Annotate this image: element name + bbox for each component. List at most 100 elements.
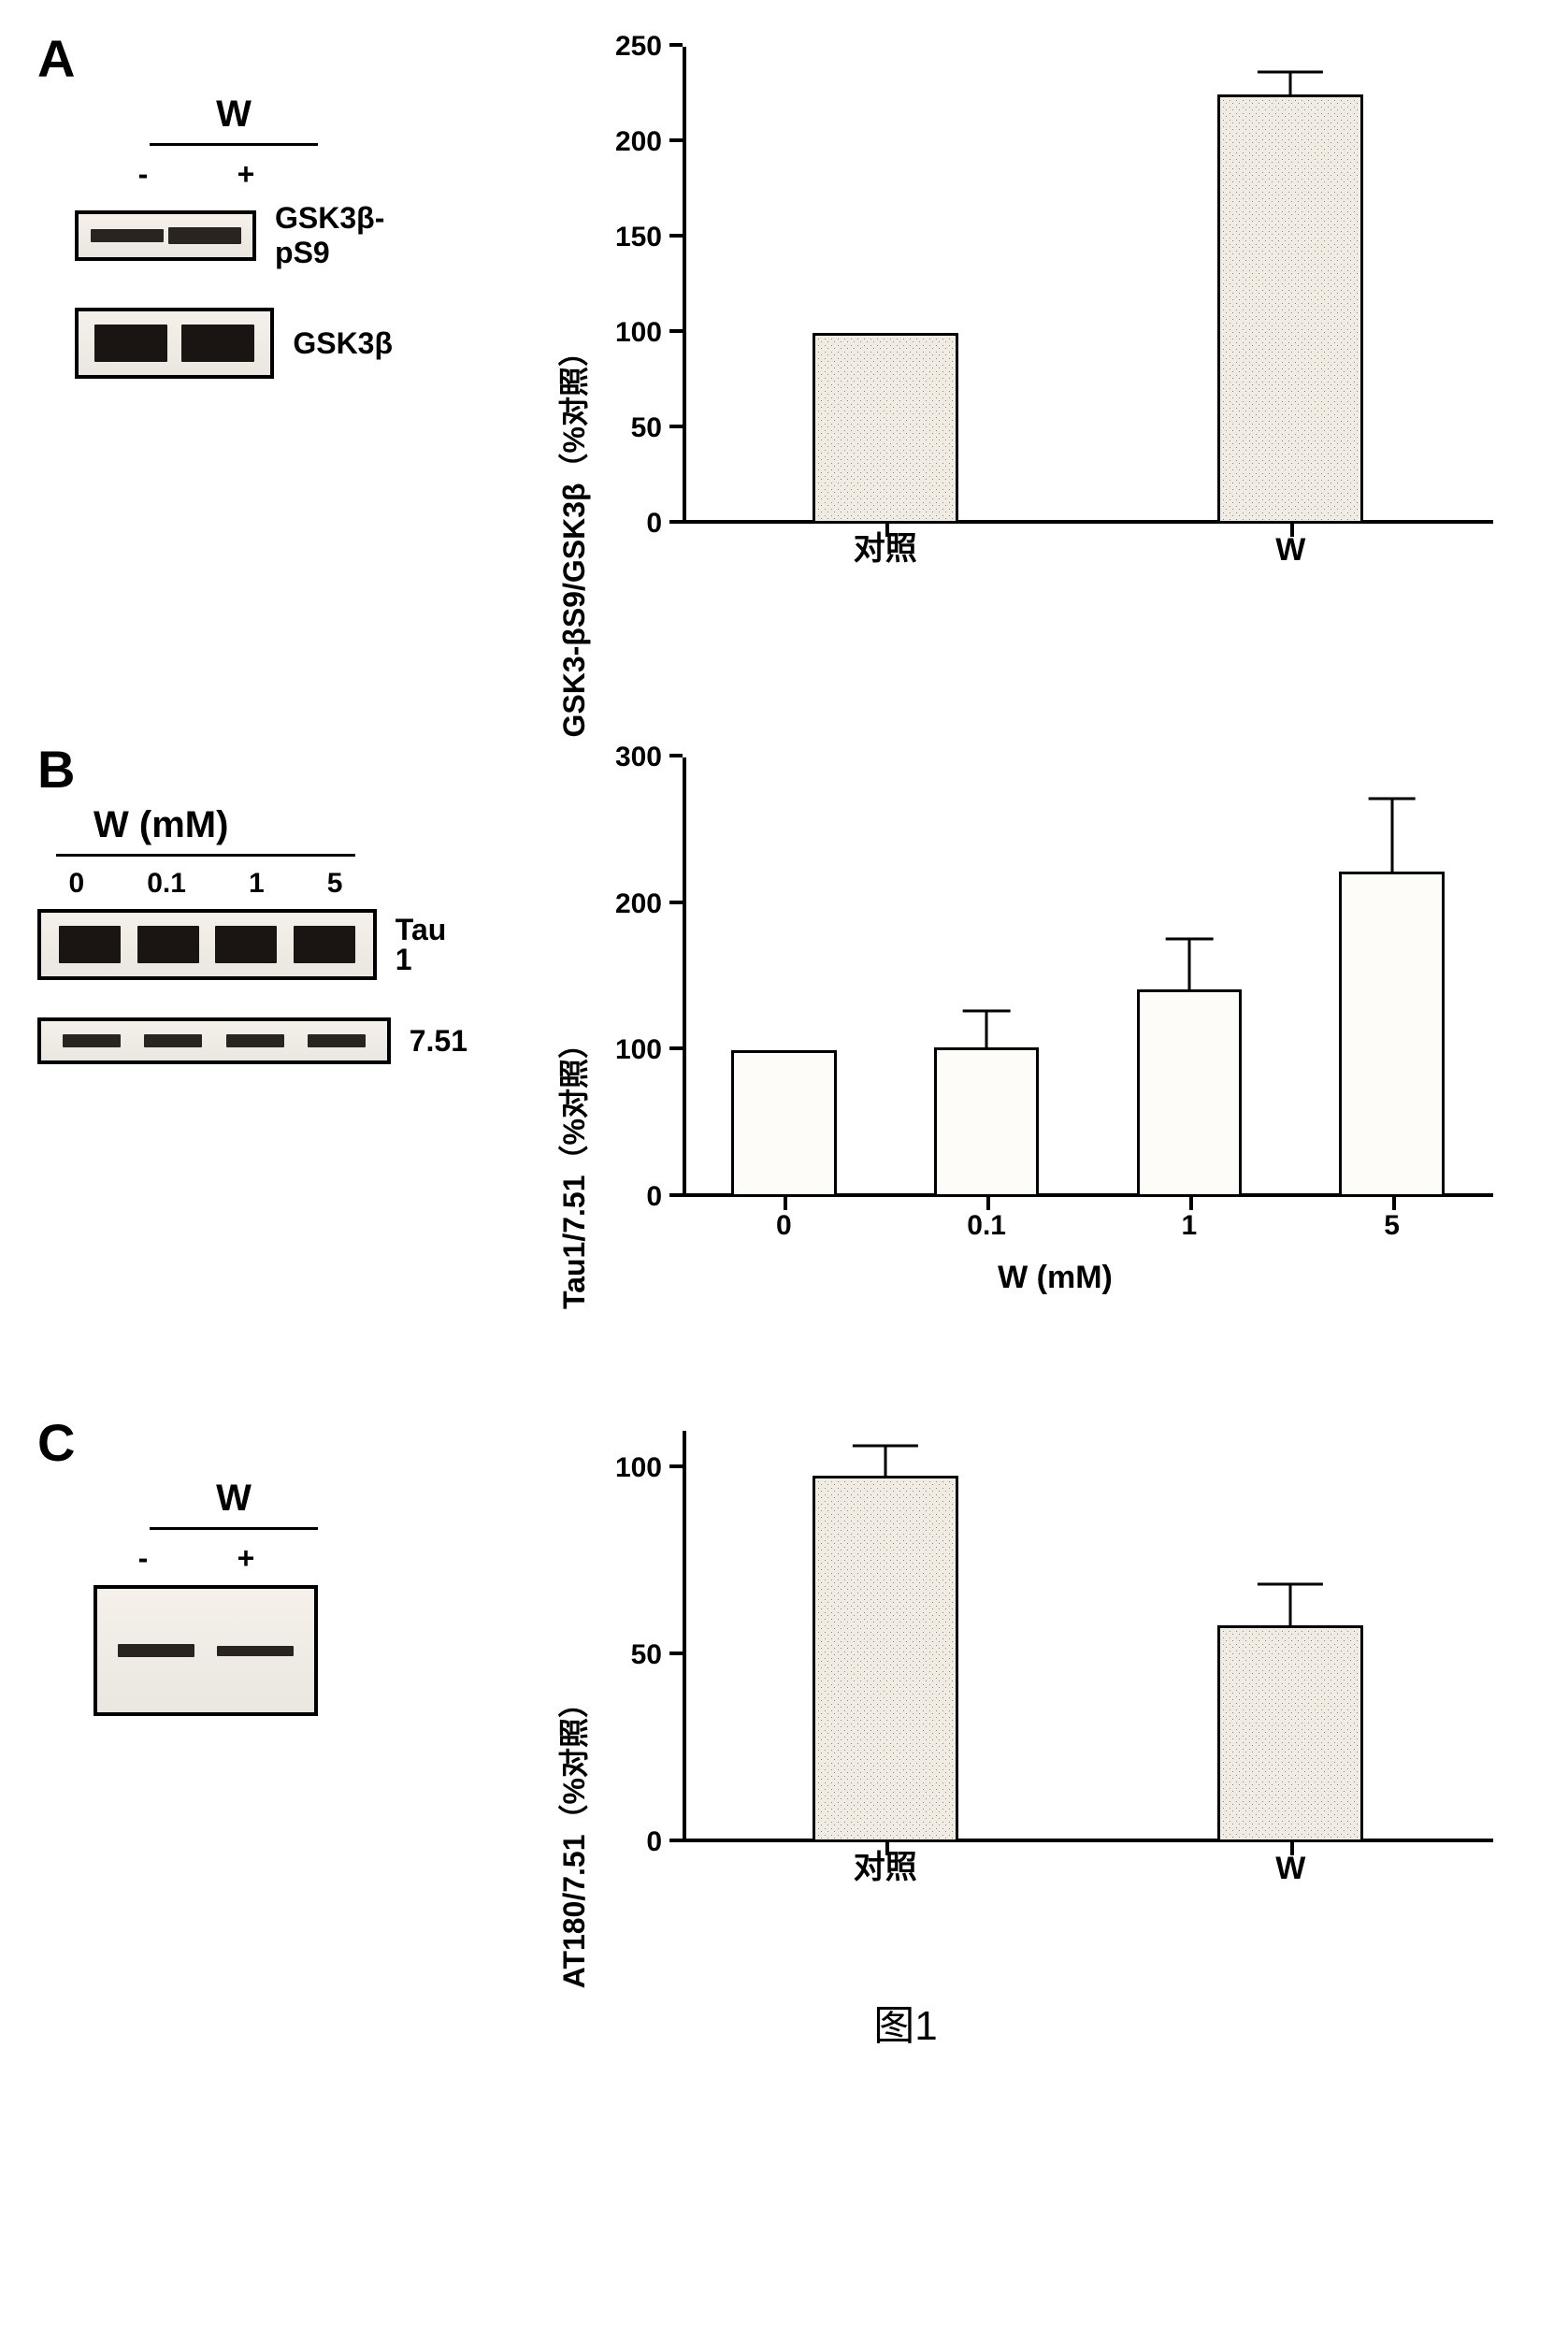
panel-b-header-line <box>56 854 355 857</box>
y-tick-label: 0 <box>646 1181 662 1213</box>
error-bar <box>985 1011 988 1047</box>
bar <box>813 1476 958 1842</box>
chart-b-xlabel: W (mM) <box>998 1260 1113 1296</box>
y-tick-label: 250 <box>615 31 662 63</box>
error-bar <box>884 1446 886 1476</box>
y-axis <box>683 1431 686 1842</box>
panel-a: A W - + GSK3β-pS9 GSK3β <box>37 37 1531 636</box>
panel-b-chart: Tau1/7.51（%对照） 010020030000.115 W (mM) <box>580 748 1531 1309</box>
panel-a-label: A <box>37 28 75 89</box>
error-cap <box>1368 797 1416 800</box>
lane-label: 0.1 <box>147 868 186 900</box>
x-tick-label: 0 <box>776 1210 792 1242</box>
band <box>144 1034 202 1047</box>
panel-c-right: AT180/7.51（%对照） 050100对照W <box>580 1421 1531 1954</box>
panel-a-header-line <box>150 143 318 146</box>
error-cap <box>963 1010 1011 1013</box>
band <box>137 926 199 963</box>
x-axis <box>683 1839 1493 1842</box>
blot-image <box>94 1585 318 1716</box>
chart-a-frame: 050100150200250对照W <box>683 47 1493 524</box>
error-bar <box>1289 1584 1292 1625</box>
band <box>94 325 167 362</box>
blot-image <box>37 1017 391 1064</box>
bar <box>1217 94 1363 524</box>
y-tick <box>669 754 683 757</box>
blot-row-gsk3b-ps9: GSK3β-pS9 <box>75 201 393 270</box>
lane-label: 0 <box>69 868 85 900</box>
y-tick <box>669 520 683 524</box>
y-tick-label: 200 <box>615 888 662 920</box>
panel-b-left: B W (mM) 0 0.1 1 5 Tau 1 <box>37 748 524 1102</box>
bar <box>1339 872 1445 1197</box>
panel-a-blot-header: W <box>75 94 393 136</box>
y-tick <box>669 901 683 904</box>
x-tick <box>885 1842 889 1855</box>
panel-c-lane-labels: - + <box>94 1541 299 1576</box>
panel-c-label: C <box>37 1412 75 1473</box>
y-tick-label: 100 <box>615 1452 662 1484</box>
chart-b-ylabel: Tau1/7.51（%对照） <box>551 1029 594 1309</box>
error-bar <box>1390 799 1393 872</box>
band <box>226 1034 284 1047</box>
y-tick-label: 0 <box>646 508 662 540</box>
y-tick <box>669 1193 683 1197</box>
band <box>181 325 254 362</box>
y-tick <box>669 1046 683 1050</box>
panel-a-right: GSK3-βS9/GSK3β（%对照） 050100150200250对照W <box>580 37 1531 636</box>
lane-label: + <box>237 157 255 192</box>
panel-b-lane-labels: 0 0.1 1 5 <box>37 868 374 900</box>
bar <box>934 1047 1040 1197</box>
band <box>294 926 355 963</box>
y-tick <box>669 138 683 142</box>
y-tick <box>669 1464 683 1468</box>
x-tick <box>1290 524 1294 537</box>
chart-c-ylabel: AT180/7.51（%对照） <box>551 1688 594 1988</box>
panel-c-blots: W - + <box>94 1478 374 1716</box>
blot-name-tau1: Tau 1 <box>396 915 468 974</box>
panel-b-right: Tau1/7.51（%对照） 010020030000.115 W (mM) <box>580 748 1531 1309</box>
lane-label: - <box>138 1541 149 1576</box>
y-tick <box>669 329 683 333</box>
y-tick-label: 0 <box>646 1826 662 1858</box>
band <box>118 1644 194 1657</box>
lane-label: - <box>138 157 149 192</box>
x-tick <box>986 1197 990 1210</box>
error-cap <box>853 1445 918 1448</box>
blot-row-751: 7.51 <box>37 1017 468 1064</box>
bar <box>813 333 958 524</box>
x-tick-label: 1 <box>1182 1210 1198 1242</box>
x-tick-label: 0.1 <box>967 1210 1006 1242</box>
blot-row-gsk3b: GSK3β <box>75 308 393 379</box>
blot-name-gsk3b: GSK3β <box>293 326 393 361</box>
y-tick-label: 100 <box>615 317 662 349</box>
panel-c-left: C W - + <box>37 1421 524 1753</box>
x-axis <box>683 520 1493 524</box>
y-tick <box>669 1651 683 1655</box>
y-tick-label: 300 <box>615 742 662 773</box>
x-tick <box>784 1197 787 1210</box>
panel-b-blot-header: W (mM) <box>94 804 468 846</box>
error-bar <box>1289 72 1292 94</box>
lane-label: 1 <box>249 868 265 900</box>
x-tick-label: W <box>1275 532 1305 569</box>
y-tick <box>669 43 683 47</box>
panel-c-chart: AT180/7.51（%对照） 050100对照W <box>580 1421 1531 1954</box>
panel-c-header-line <box>150 1527 318 1530</box>
blot-name-gsk3b-ps9: GSK3β-pS9 <box>275 201 393 270</box>
y-axis <box>683 757 686 1197</box>
x-tick-label: 5 <box>1384 1210 1400 1242</box>
blot-image <box>37 909 377 980</box>
band <box>59 926 121 963</box>
panel-b-label: B <box>37 739 75 800</box>
panel-c-blot-header: W <box>94 1478 374 1520</box>
y-tick <box>669 425 683 428</box>
chart-b-frame: 010020030000.115 <box>683 757 1493 1197</box>
y-tick <box>669 234 683 238</box>
panel-a-lane-labels: - + <box>94 157 299 192</box>
panel-b: B W (mM) 0 0.1 1 5 Tau 1 <box>37 748 1531 1309</box>
y-tick-label: 150 <box>615 222 662 253</box>
y-tick-label: 50 <box>631 412 662 444</box>
bar <box>731 1050 837 1197</box>
y-tick <box>669 1839 683 1842</box>
